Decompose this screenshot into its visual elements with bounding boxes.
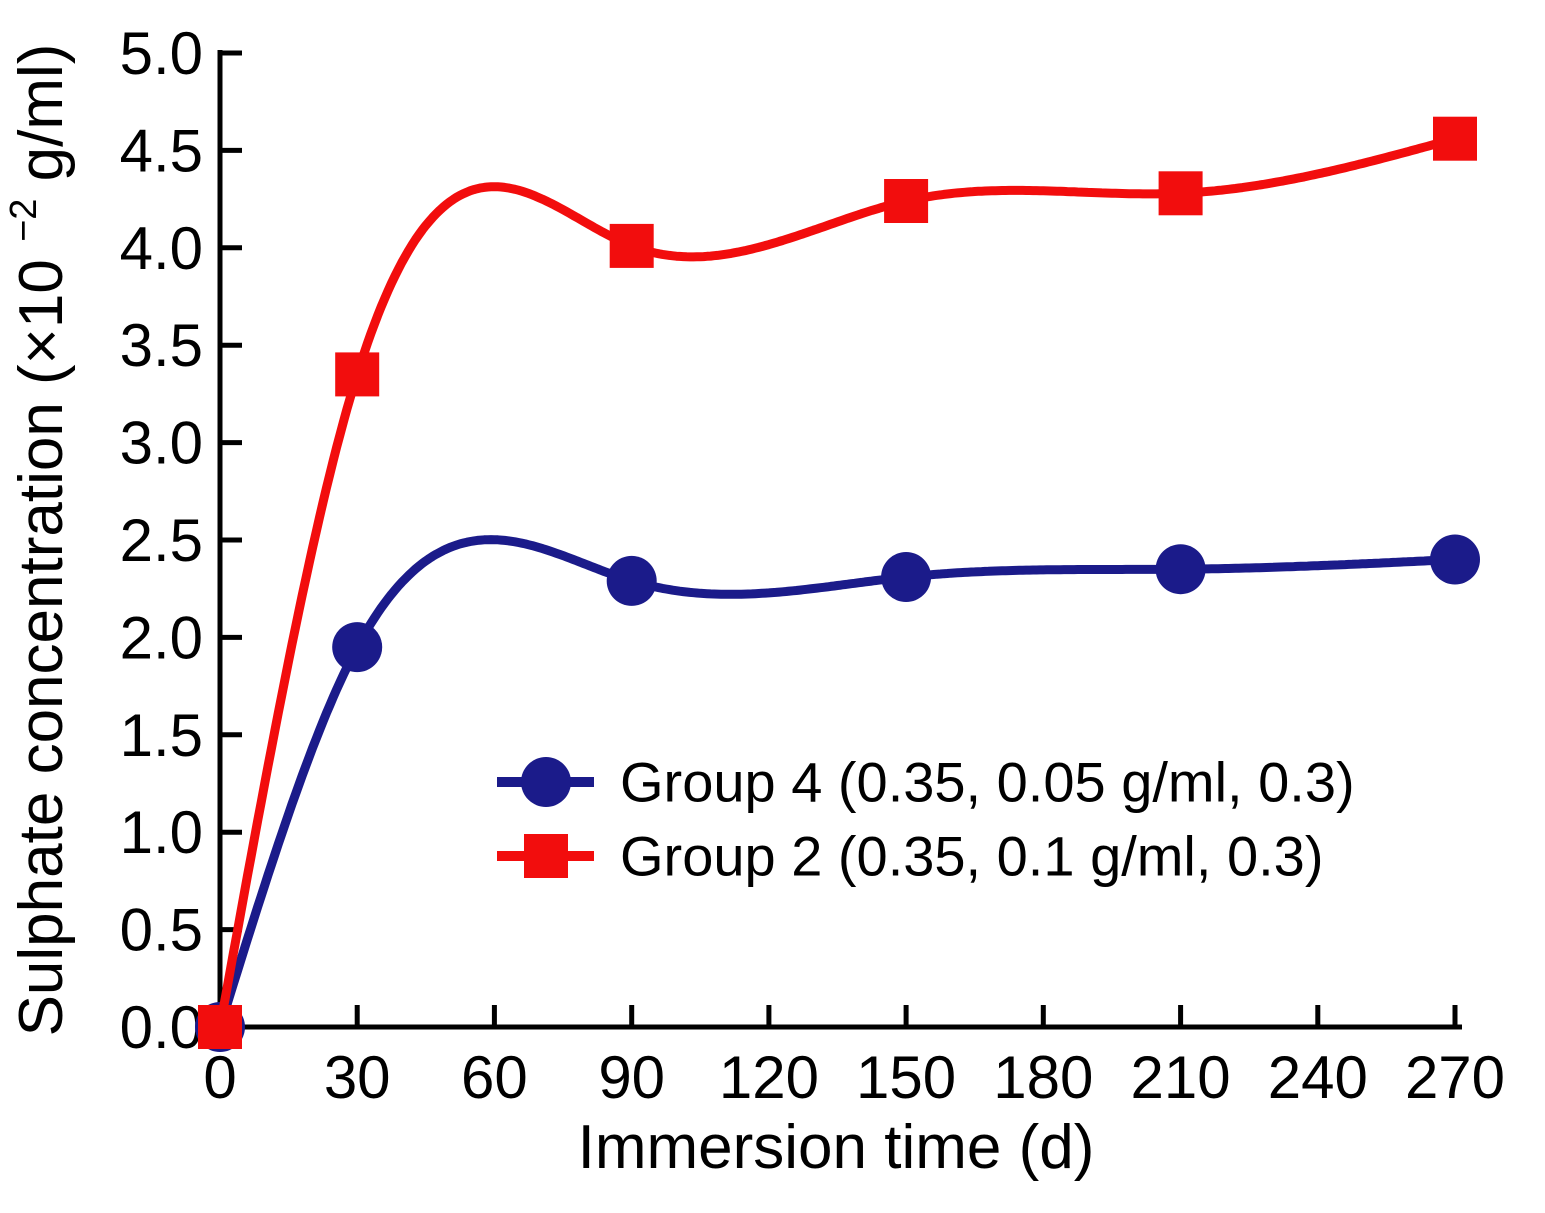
y-tick-label-1.0: 1.0 — [120, 799, 203, 866]
x-axis-title: Immersion time (d) — [578, 1113, 1095, 1182]
data-point-circle-s0-x270 — [1430, 534, 1480, 585]
y-tick-label-4.0: 4.0 — [120, 215, 203, 282]
y-axis-title-superscript: −2 — [3, 199, 45, 242]
legend-marker-group4-circle-icon — [521, 757, 571, 807]
y-tick-label-3.0: 3.0 — [120, 410, 203, 477]
series-line-0 — [215, 535, 1460, 1032]
legend-label-group4: Group 4 (0.35, 0.05 g/ml, 0.3) — [620, 751, 1355, 814]
x-tick-label-60: 60 — [461, 1044, 528, 1111]
legend: Group 4 (0.35, 0.05 g/ml, 0.3) Group 2 (… — [497, 751, 1355, 888]
y-tick-label-1.5: 1.5 — [120, 702, 203, 769]
x-tick-label-90: 90 — [598, 1044, 665, 1111]
y-tick-label-0.5: 0.5 — [120, 897, 203, 964]
data-point-square-s1-x270 — [1433, 116, 1477, 161]
y-tick-label-2.5: 2.5 — [120, 507, 203, 574]
x-tick-label-270: 270 — [1405, 1044, 1505, 1111]
x-tick-label-210: 210 — [1131, 1044, 1231, 1111]
y-tick-label-2.0: 2.0 — [120, 604, 203, 671]
data-point-square-s1-x90 — [609, 223, 654, 268]
series-line-1 — [215, 134, 1460, 1032]
data-point-circle-s0-x90 — [606, 555, 657, 606]
y-tick-label-5.0: 5.0 — [120, 20, 203, 87]
axis-tick-labels: 0 30 60 90 120 150 180 210 240 270 0.0 0.5 1.0 1.5 2.0… — [120, 20, 1505, 1111]
x-tick-label-240: 240 — [1268, 1044, 1368, 1111]
data-point-circle-s0-x210 — [1155, 544, 1206, 595]
x-tick-label-180: 180 — [993, 1044, 1093, 1111]
legend-marker-group2-square-icon — [524, 834, 568, 878]
data-point-square-s1-x30 — [335, 352, 380, 397]
y-axis-title-unit: g/ml) — [7, 44, 76, 182]
x-tick-label-30: 30 — [324, 1044, 391, 1111]
x-tick-label-120: 120 — [719, 1044, 819, 1111]
y-axis-title: Sulphate concentration (×10 −2 g/ml) — [0, 44, 76, 1037]
data-point-circle-s0-x150 — [881, 552, 932, 602]
data-point-square-s1-x210 — [1158, 171, 1203, 216]
data-point-circle-s0-x30 — [332, 622, 383, 673]
x-tick-label-0: 0 — [203, 1044, 236, 1111]
y-tick-label-4.5: 4.5 — [120, 117, 203, 184]
y-tick-label-0.0: 0.0 — [120, 994, 203, 1061]
y-axis-title-main: Sulphate concentration (×10 — [7, 259, 76, 1036]
data-point-square-s1-x150 — [884, 179, 929, 223]
data-series-layer — [195, 116, 1480, 1052]
x-tick-label-150: 150 — [856, 1044, 956, 1111]
data-point-square-s1-x0 — [198, 1005, 242, 1049]
y-tick-label-3.5: 3.5 — [120, 312, 203, 379]
legend-label-group2: Group 2 (0.35, 0.1 g/ml, 0.3) — [620, 825, 1323, 888]
